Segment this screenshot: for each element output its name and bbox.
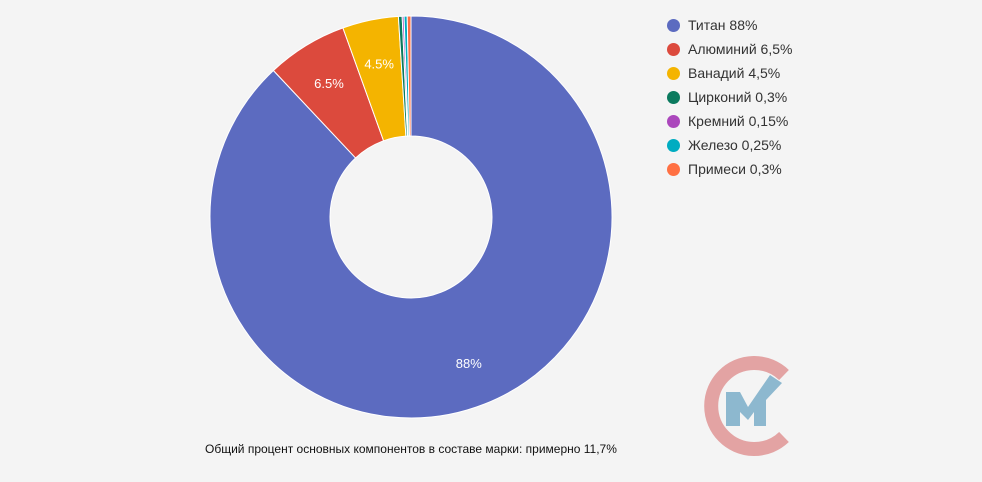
- legend-swatch: [667, 138, 680, 152]
- legend-label: Примеси 0,3%: [688, 161, 782, 177]
- legend-swatch: [667, 66, 680, 80]
- cm-logo-icon: [704, 356, 789, 456]
- legend-swatch: [667, 18, 680, 32]
- slice-label-ванадий: 4.5%: [364, 56, 394, 71]
- legend-item-титан: Титан 88%: [667, 13, 792, 37]
- legend-item-алюминий: Алюминий 6,5%: [667, 37, 792, 61]
- legend-item-цирконий: Цирконий 0,3%: [667, 85, 792, 109]
- donut-slice-примеси: [406, 15, 412, 137]
- legend-swatch: [667, 90, 680, 104]
- slice-label-алюминий: 6.5%: [314, 76, 344, 91]
- legend-label: Кремний 0,15%: [688, 113, 789, 129]
- legend-item-ванадий: Ванадий 4,5%: [667, 61, 792, 85]
- donut-slice-labels: 88% 6.5% 4.5%: [314, 56, 482, 371]
- slice-label-титан: 88%: [456, 356, 482, 371]
- legend-swatch: [667, 114, 680, 128]
- legend-label: Титан 88%: [688, 17, 758, 33]
- legend-label: Цирконий 0,3%: [688, 89, 788, 105]
- logo-ring: [704, 356, 789, 456]
- legend-item-железо: Железо 0,25%: [667, 133, 792, 157]
- donut-slices: [209, 15, 613, 419]
- donut-slice-титан: [209, 15, 613, 419]
- legend-label: Железо 0,25%: [688, 137, 782, 153]
- logo-check-mark: [726, 375, 782, 426]
- legend-label: Ванадий 4,5%: [688, 65, 781, 81]
- legend-item-примеси: Примеси 0,3%: [667, 157, 792, 181]
- chart-caption: Общий процент основных компонентов в сос…: [205, 442, 617, 456]
- legend-swatch: [667, 162, 680, 176]
- legend-swatch: [667, 42, 680, 56]
- legend-item-кремний: Кремний 0,15%: [667, 109, 792, 133]
- chart-legend: Титан 88% Алюминий 6,5% Ванадий 4,5% Циркон…: [667, 13, 792, 181]
- legend-label: Алюминий 6,5%: [688, 41, 793, 57]
